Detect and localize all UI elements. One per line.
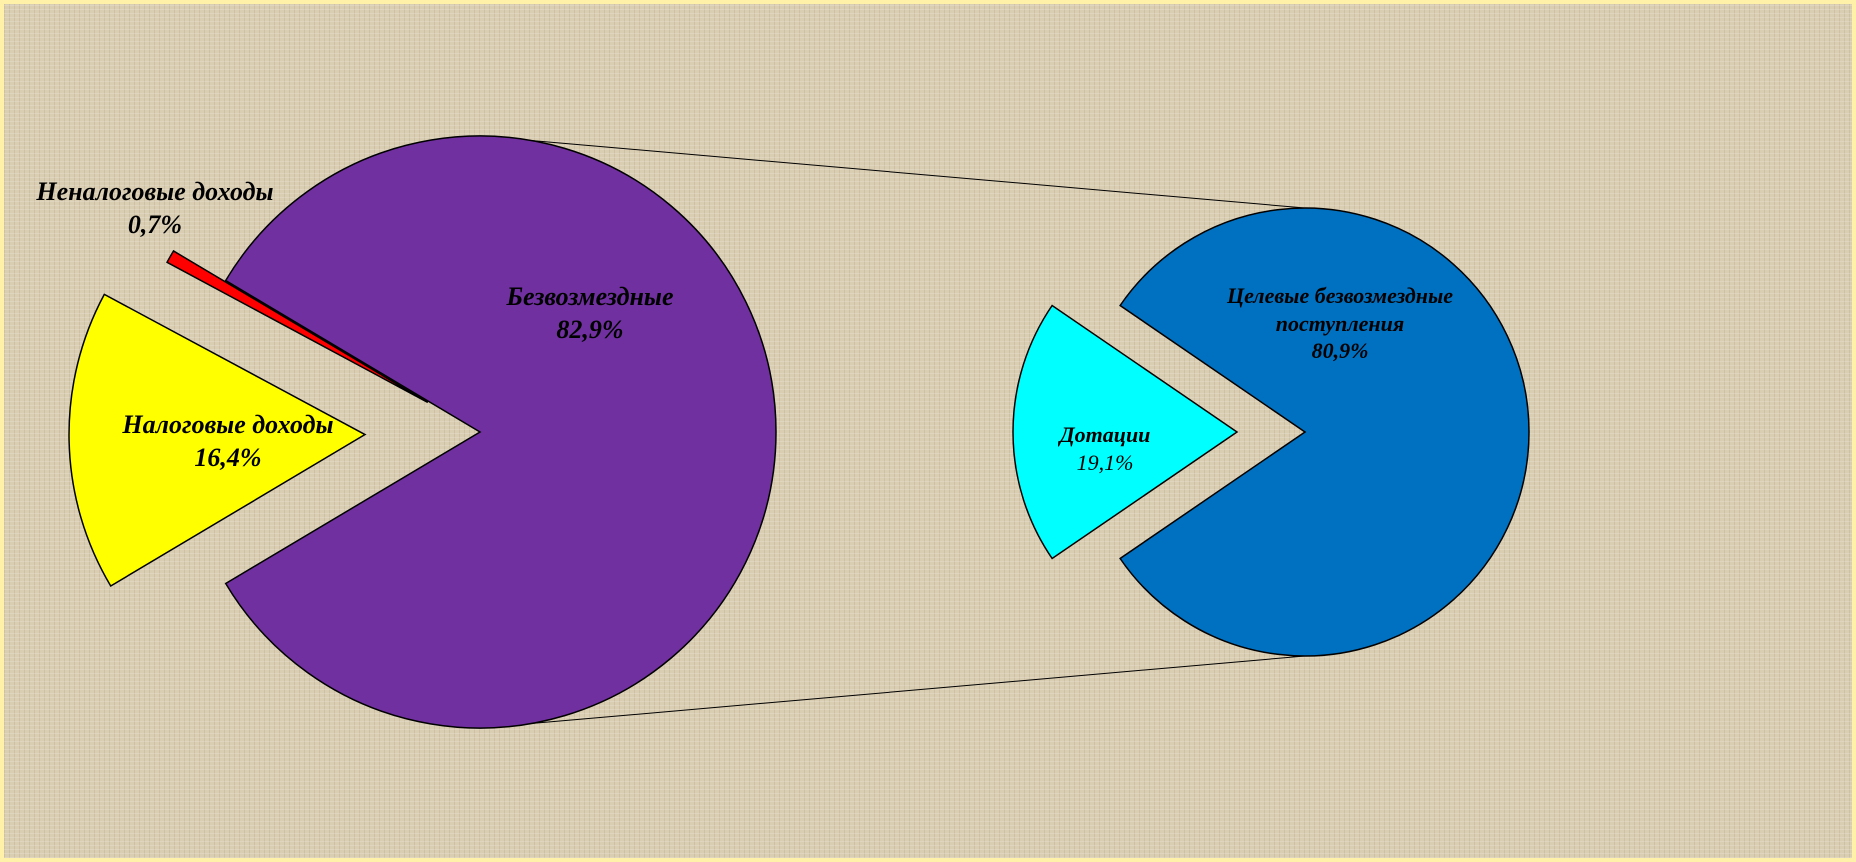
value-label: 19,1% — [1076, 449, 1134, 475]
slice-label: Неналоговые доходы 0,7% — [4, 176, 320, 241]
category-label: Дотации — [1059, 422, 1151, 447]
label-box: Налоговые доходы 16,4% — [68, 409, 388, 474]
pie-slice — [224, 135, 777, 729]
connector-line — [479, 655, 1306, 729]
label-box: Дотации 19,1% — [1005, 421, 1205, 476]
value-label: 0,7% — [127, 209, 183, 239]
label-box: Целевые безвозмездные поступления 80,9% — [1185, 282, 1495, 365]
pie-slice — [68, 293, 367, 588]
category-label: Безвозмездные — [506, 282, 674, 311]
value-label: 80,9% — [1311, 338, 1369, 363]
connector-line — [479, 135, 1306, 209]
category-label: Целевые безвозмездные поступления — [1226, 283, 1454, 336]
slice-label: Безвозмездные 82,9% — [440, 281, 740, 346]
label-box: Неналоговые доходы 0,7% — [4, 176, 320, 241]
pie-slice — [166, 249, 429, 404]
value-label: 82,9% — [556, 314, 624, 344]
pie-slice — [1119, 207, 1530, 657]
category-label: Неналоговые доходы — [36, 177, 274, 206]
category-label: Налоговые доходы — [122, 410, 334, 439]
pie-slice — [1012, 304, 1239, 560]
value-label: 16,4% — [194, 442, 262, 472]
slice-label: Налоговые доходы 16,4% — [68, 409, 388, 474]
label-box: Безвозмездные 82,9% — [440, 281, 740, 346]
